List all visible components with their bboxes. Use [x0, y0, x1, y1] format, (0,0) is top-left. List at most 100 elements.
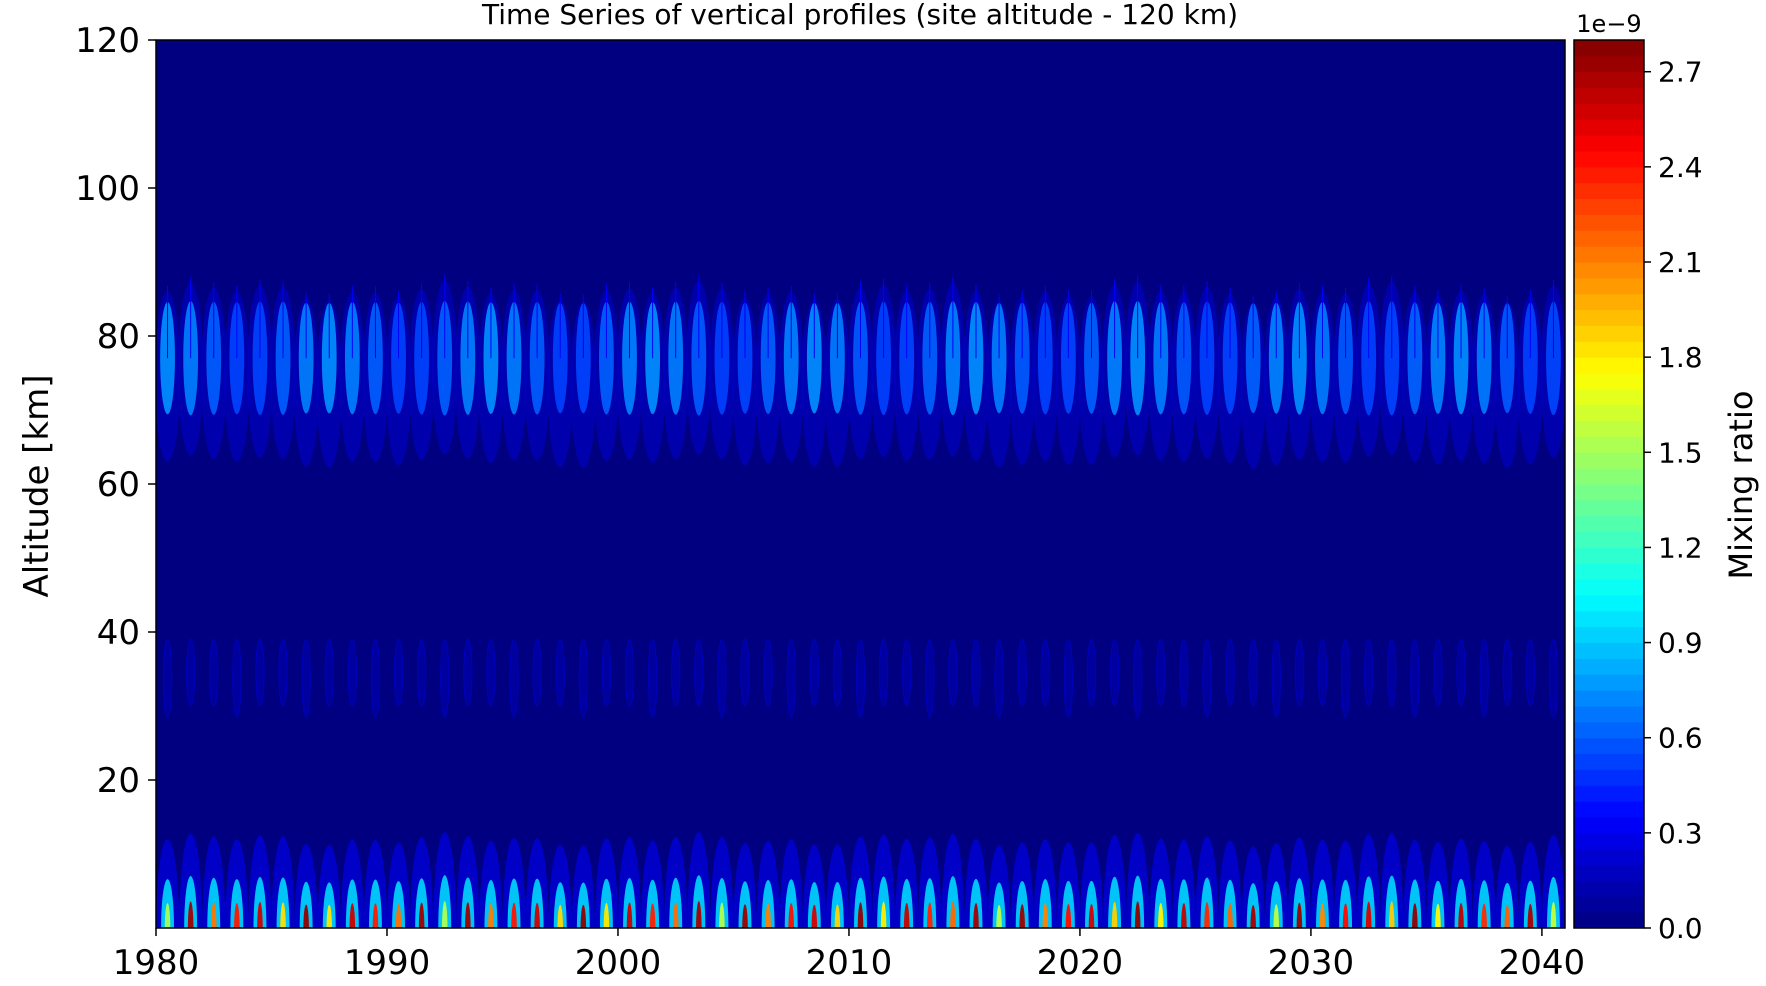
heatmap-background	[156, 40, 1565, 928]
surface-core	[1204, 902, 1210, 928]
stratospheric-contour	[578, 638, 588, 718]
surface-core	[950, 901, 956, 928]
colorbar-segment	[1574, 499, 1644, 517]
stratospheric-contour	[278, 638, 288, 707]
colorbar-segment	[1574, 706, 1644, 723]
colorbar-segment	[1574, 71, 1644, 89]
surface-core	[696, 901, 702, 928]
surface-core	[210, 902, 217, 928]
surface-core	[742, 904, 748, 928]
colorbar-segment	[1574, 690, 1644, 707]
colorbar-segment	[1574, 912, 1644, 929]
colorbar-segment	[1574, 262, 1644, 279]
stratospheric-contour	[1456, 638, 1466, 707]
colorbar-segment	[1574, 214, 1644, 231]
stratospheric-contour	[740, 638, 750, 707]
surface-core	[1088, 904, 1095, 928]
surface-core	[1181, 903, 1187, 928]
stratospheric-contour	[1086, 638, 1097, 707]
stratospheric-contour	[185, 638, 196, 707]
stratospheric-contour	[1248, 638, 1258, 707]
colorbar-segment	[1574, 373, 1644, 390]
surface-core	[1550, 902, 1557, 928]
colorbar-segment	[1574, 119, 1644, 136]
surface-core	[973, 903, 979, 928]
colorbar-segment	[1574, 832, 1644, 850]
colorbar-segment	[1574, 880, 1644, 897]
surface-core	[996, 904, 1002, 928]
stratospheric-contour	[809, 638, 819, 707]
stratospheric-contour	[509, 638, 519, 718]
colorbar-segment	[1574, 658, 1644, 675]
surface-core	[1342, 903, 1349, 928]
colorbar-segment	[1574, 864, 1644, 881]
surface-core	[1250, 905, 1256, 928]
stratospheric-contour	[601, 638, 612, 707]
stratospheric-contour	[255, 638, 265, 707]
colorbar-segment	[1574, 610, 1644, 628]
colorbar-segment	[1574, 230, 1644, 247]
surface-core	[1227, 903, 1233, 928]
surface-core	[765, 903, 771, 928]
colorbar-tick-label: 1.5	[1658, 436, 1703, 469]
stratospheric-contour	[971, 638, 981, 707]
colorbar-segment	[1574, 737, 1644, 755]
surface-core	[580, 904, 587, 928]
colorbar-segment	[1574, 595, 1644, 612]
y-tick-label: 80	[97, 317, 140, 357]
surface-core	[1273, 904, 1280, 928]
stratospheric-contour	[162, 638, 173, 718]
surface-core	[187, 901, 194, 928]
colorbar-segment	[1574, 103, 1644, 120]
colorbar-segment	[1574, 40, 1644, 57]
stratospheric-contour	[1433, 638, 1443, 707]
stratospheric-contour	[440, 638, 450, 718]
surface-core	[603, 902, 610, 928]
colorbar-segment	[1574, 848, 1644, 866]
stratospheric-contour	[1040, 638, 1050, 707]
colorbar-segment	[1574, 135, 1644, 152]
surface-core	[1412, 903, 1418, 928]
colorbar-segment	[1574, 626, 1644, 644]
stratospheric-contour	[1225, 638, 1235, 707]
colorbar-segment	[1574, 579, 1644, 596]
surface-core	[811, 904, 818, 928]
y-axis: 20 40 60 80 100 120	[75, 21, 156, 801]
surface-core	[534, 902, 540, 928]
stratospheric-contour	[832, 638, 843, 707]
stratospheric-contour	[486, 638, 496, 707]
surface-core	[1042, 903, 1049, 928]
colorbar-offset-text: 1e−9	[1576, 10, 1641, 38]
stratospheric-contour	[416, 638, 427, 707]
surface-core	[257, 902, 263, 928]
colorbar-segment	[1574, 55, 1644, 73]
colorbar-segment	[1574, 293, 1644, 311]
colorbar-segment	[1574, 563, 1644, 580]
colorbar-segment	[1574, 277, 1644, 295]
stratospheric-contour	[786, 638, 796, 718]
y-tick-label: 40	[97, 613, 140, 653]
surface-core	[672, 902, 679, 928]
colorbar-segment	[1574, 674, 1644, 691]
x-tick-label: 2040	[1499, 943, 1586, 982]
x-tick-label: 2000	[575, 943, 662, 982]
colorbar-segment	[1574, 436, 1644, 453]
stratospheric-contour	[948, 638, 958, 707]
stratospheric-contour	[232, 638, 242, 718]
surface-core	[626, 902, 633, 928]
colorbar-segment	[1574, 721, 1644, 739]
stratospheric-contour	[1294, 638, 1305, 707]
stratospheric-contour	[1317, 638, 1328, 707]
y-tick-label: 120	[75, 21, 140, 61]
x-tick-label: 2020	[1037, 943, 1124, 982]
stratospheric-contour	[1548, 638, 1559, 718]
stratospheric-contour	[1063, 638, 1074, 718]
colorbar-tick-label: 2.1	[1658, 246, 1703, 279]
surface-core	[234, 903, 240, 928]
surface-core	[927, 902, 933, 928]
x-tick-label: 1980	[113, 943, 200, 982]
colorbar-segment	[1574, 404, 1644, 422]
surface-core	[372, 903, 379, 928]
stratospheric-contour	[347, 638, 357, 707]
